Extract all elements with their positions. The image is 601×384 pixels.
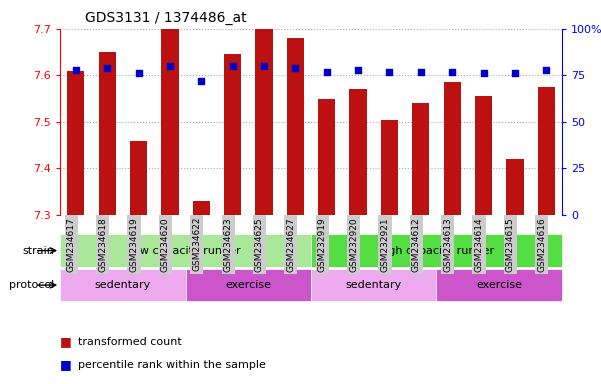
Bar bbox=[506, 159, 523, 215]
Point bbox=[542, 67, 551, 73]
Text: low capacity runner: low capacity runner bbox=[130, 245, 241, 256]
Text: GSM232920: GSM232920 bbox=[349, 217, 358, 271]
Text: exercise: exercise bbox=[225, 280, 271, 290]
Bar bbox=[60, 234, 311, 267]
Bar bbox=[186, 269, 311, 301]
Point bbox=[510, 70, 520, 76]
Text: sedentary: sedentary bbox=[95, 280, 151, 290]
Text: GSM234625: GSM234625 bbox=[255, 217, 264, 271]
Point bbox=[385, 69, 394, 75]
Bar bbox=[192, 201, 210, 215]
Text: GSM234612: GSM234612 bbox=[412, 217, 421, 271]
Text: exercise: exercise bbox=[476, 280, 522, 290]
Bar bbox=[311, 269, 436, 301]
Text: GSM234616: GSM234616 bbox=[537, 217, 546, 272]
Text: high capacity runner: high capacity runner bbox=[379, 245, 495, 256]
Text: transformed count: transformed count bbox=[78, 337, 182, 347]
Point bbox=[322, 69, 332, 75]
Bar bbox=[318, 99, 335, 215]
Point bbox=[133, 70, 143, 76]
Bar bbox=[287, 38, 304, 215]
Text: ■: ■ bbox=[60, 335, 72, 348]
Bar bbox=[60, 269, 186, 301]
Text: GSM234614: GSM234614 bbox=[475, 217, 484, 271]
Point bbox=[197, 78, 206, 84]
Bar bbox=[130, 141, 147, 215]
Point bbox=[353, 67, 363, 73]
Text: protocol: protocol bbox=[9, 280, 54, 290]
Bar bbox=[349, 89, 367, 215]
Text: GSM234620: GSM234620 bbox=[161, 217, 170, 271]
Text: GSM232921: GSM232921 bbox=[380, 217, 389, 271]
Text: GSM234623: GSM234623 bbox=[224, 217, 233, 271]
Bar bbox=[475, 96, 492, 215]
Point bbox=[102, 65, 112, 71]
Bar bbox=[381, 119, 398, 215]
Bar bbox=[255, 29, 273, 215]
Text: GSM234619: GSM234619 bbox=[129, 217, 138, 272]
Point bbox=[165, 63, 175, 69]
Bar bbox=[444, 82, 461, 215]
Point bbox=[71, 67, 81, 73]
Point bbox=[447, 69, 457, 75]
Bar bbox=[311, 234, 562, 267]
Text: GSM234613: GSM234613 bbox=[443, 217, 452, 272]
Text: GSM234622: GSM234622 bbox=[192, 217, 201, 271]
Text: percentile rank within the sample: percentile rank within the sample bbox=[78, 360, 266, 370]
Point bbox=[290, 65, 300, 71]
Bar bbox=[161, 29, 178, 215]
Text: GSM234615: GSM234615 bbox=[506, 217, 515, 272]
Bar bbox=[224, 55, 241, 215]
Text: GDS3131 / 1374486_at: GDS3131 / 1374486_at bbox=[85, 11, 247, 25]
Bar bbox=[436, 269, 562, 301]
Text: GSM234618: GSM234618 bbox=[98, 217, 107, 272]
Point bbox=[416, 69, 426, 75]
Bar bbox=[67, 71, 84, 215]
Text: GSM234627: GSM234627 bbox=[286, 217, 295, 271]
Text: sedentary: sedentary bbox=[346, 280, 402, 290]
Text: GSM234617: GSM234617 bbox=[67, 217, 76, 272]
Point bbox=[259, 63, 269, 69]
Text: ■: ■ bbox=[60, 358, 72, 371]
Bar bbox=[412, 103, 430, 215]
Text: GSM232919: GSM232919 bbox=[318, 217, 327, 272]
Text: strain: strain bbox=[22, 245, 54, 256]
Point bbox=[228, 63, 237, 69]
Point bbox=[479, 70, 489, 76]
Bar bbox=[99, 52, 116, 215]
Bar bbox=[538, 87, 555, 215]
